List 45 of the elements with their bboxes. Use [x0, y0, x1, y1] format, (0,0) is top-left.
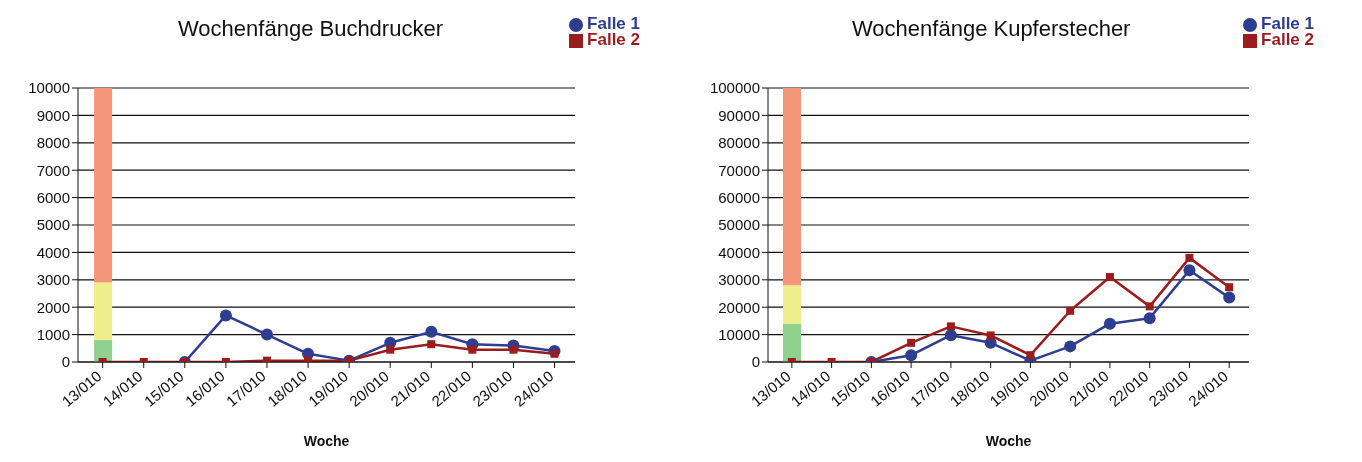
point: [1105, 273, 1114, 282]
point: [1185, 253, 1194, 262]
point: [1064, 340, 1077, 353]
legend-label: Falle 1: [1261, 14, 1314, 33]
y-tick-label: 60000: [718, 188, 760, 206]
y-tick-label: 90000: [718, 106, 760, 124]
x-axis-title: Woche: [303, 433, 350, 449]
point: [1225, 283, 1234, 292]
point: [986, 331, 995, 340]
point: [907, 338, 916, 347]
point: [944, 329, 957, 342]
y-tick-label: 50000: [718, 216, 760, 234]
chart-title: Wochenfänge Kupferstecher: [852, 16, 1131, 42]
y-tick-label: 6000: [36, 188, 70, 206]
y-tick-label: 100000: [709, 79, 760, 97]
y-tick-label: 0: [751, 353, 760, 371]
y-tick-label: 5000: [36, 216, 70, 234]
legend-label: Falle 2: [587, 30, 640, 49]
y-tick-label: 4000: [36, 243, 70, 261]
legend-label: Falle 1: [587, 14, 640, 33]
point: [1145, 302, 1154, 311]
chart-title: Wochenfänge Buchdrucker: [178, 16, 443, 42]
y-tick-label: 9000: [36, 106, 70, 124]
y-tick-label: 7000: [36, 161, 70, 179]
y-tick-label: 2000: [36, 298, 70, 316]
point: [946, 322, 955, 331]
x-axis-title: Woche: [985, 433, 1032, 449]
y-tick-label: 10000: [28, 79, 70, 97]
point: [1066, 306, 1075, 315]
point: [1103, 317, 1116, 330]
point: [905, 349, 918, 362]
point: [1143, 312, 1156, 325]
legend-label: Falle 2: [1261, 30, 1314, 49]
y-tick-label: 0: [61, 353, 70, 371]
y-tick-label: 70000: [718, 161, 760, 179]
y-tick-label: 80000: [718, 134, 760, 152]
y-tick-label: 30000: [718, 271, 760, 289]
y-tick-label: 10000: [718, 325, 760, 343]
y-tick-label: 1000: [36, 325, 70, 343]
point: [1183, 264, 1196, 277]
y-tick-label: 20000: [718, 298, 760, 316]
y-tick-label: 3000: [36, 271, 70, 289]
y-tick-label: 8000: [36, 134, 70, 152]
point: [1223, 291, 1236, 304]
y-tick-label: 40000: [718, 243, 760, 261]
